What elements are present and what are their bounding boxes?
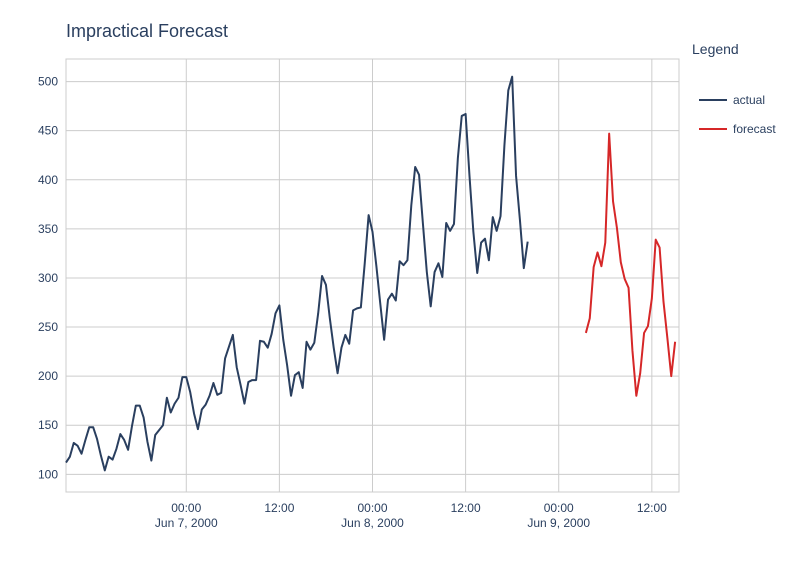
- x-tick-label: 12:00: [451, 501, 481, 515]
- y-tick-label: 500: [38, 75, 58, 89]
- grid: [66, 59, 679, 492]
- x-tick-label: 12:00: [637, 501, 667, 515]
- y-tick-label: 100: [38, 467, 58, 481]
- legend-title: Legend: [692, 41, 739, 57]
- x-tick-date-label: Jun 7, 2000: [155, 516, 218, 530]
- y-tick-label: 200: [38, 369, 58, 383]
- legend-label-actual: actual: [733, 93, 765, 107]
- y-axis: 100 150 200 250 300 350 400 450 500: [38, 75, 58, 482]
- x-tick-date-label: Jun 8, 2000: [341, 516, 404, 530]
- series-group: [65, 75, 677, 472]
- x-tick-label: 00:00: [357, 501, 387, 515]
- y-tick-label: 300: [38, 271, 58, 285]
- legend: Legend actual forecast: [692, 41, 776, 136]
- x-tick-date-label: Jun 9, 2000: [527, 516, 590, 530]
- legend-items: actual forecast: [699, 93, 776, 136]
- x-tick-label: 00:00: [544, 501, 574, 515]
- chart-title: Impractical Forecast: [66, 21, 228, 41]
- series-line-actual: [65, 75, 529, 472]
- x-tick-label: 12:00: [264, 501, 294, 515]
- y-tick-label: 350: [38, 222, 58, 236]
- legend-label-forecast: forecast: [733, 122, 776, 136]
- y-tick-label: 400: [38, 173, 58, 187]
- series-line-forecast: [584, 132, 677, 397]
- x-tick-label: 00:00: [171, 501, 201, 515]
- y-tick-label: 150: [38, 418, 58, 432]
- y-tick-label: 250: [38, 320, 58, 334]
- y-tick-label: 450: [38, 124, 58, 138]
- plot-area-border: [65, 58, 680, 493]
